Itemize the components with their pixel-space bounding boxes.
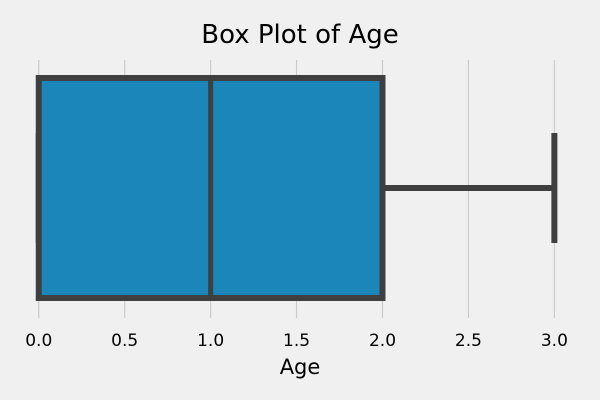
- plot-layer: [35, 75, 558, 301]
- x-tick-label: 1.5: [283, 331, 310, 351]
- x-tick-label: 0.0: [25, 331, 52, 351]
- x-tick-label: 3.0: [541, 331, 568, 351]
- chart-title: Box Plot of Age: [201, 20, 398, 50]
- x-tick-label: 0.5: [111, 331, 138, 351]
- x-tick-label: 2.5: [455, 331, 482, 351]
- x-axis-label: Age: [280, 355, 321, 379]
- x-tick-label: 1.0: [197, 331, 224, 351]
- x-tick-label: 2.0: [369, 331, 396, 351]
- tick-label-layer: 0.0 0.5 1.0 1.5 2.0 2.5 3.0: [25, 331, 568, 351]
